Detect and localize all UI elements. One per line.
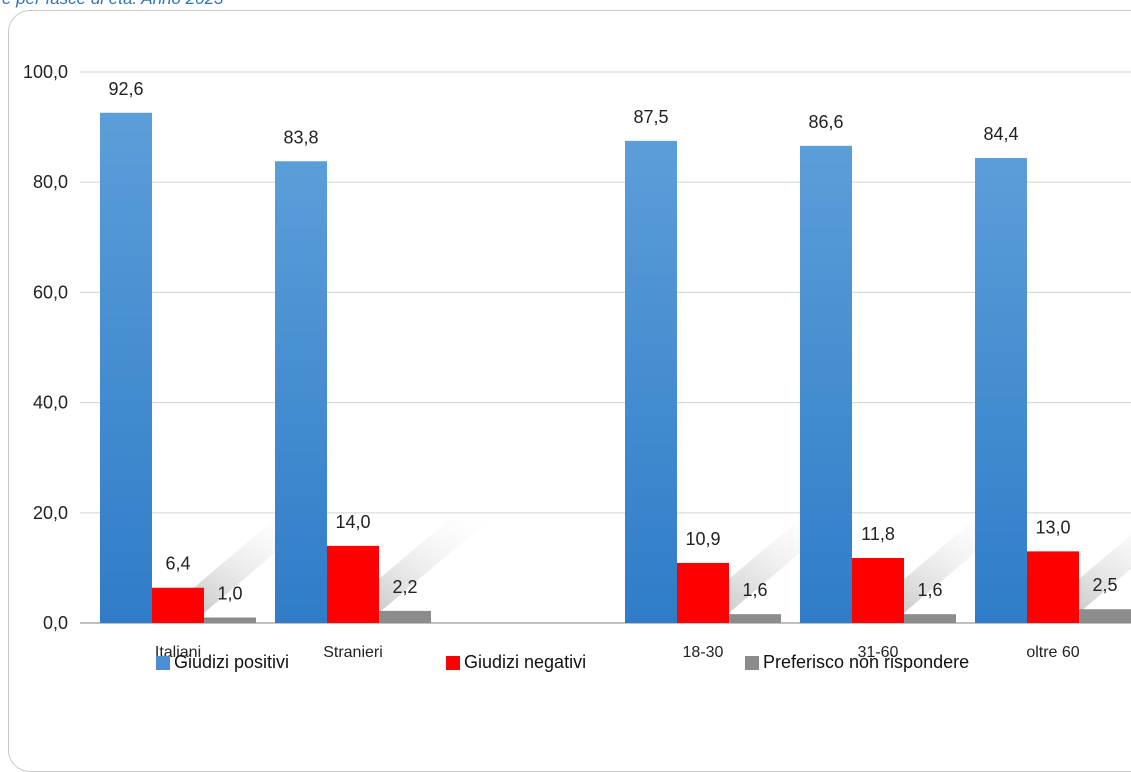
y-axis-ticks: 0,0 20,0 40,0 60,0 80,0 100,0: [23, 62, 68, 633]
bar-no-answer: [379, 610, 431, 623]
data-label: 10,9: [685, 529, 720, 549]
bar-negative: [327, 545, 379, 623]
data-label: 92,6: [108, 79, 143, 99]
data-labels: 92,6 6,4 1,0 83,8 14,0 2,2 87,5 10,9 1,6 86,6 11,8…: [108, 79, 1117, 604]
data-label: 87,5: [633, 107, 668, 127]
data-label: 2,5: [1092, 575, 1117, 595]
bar-no-answer: [729, 614, 781, 623]
data-label: 1,6: [742, 580, 767, 600]
legend-label-negative: Giudizi negativi: [464, 652, 587, 672]
y-tick-label: 100,0: [23, 62, 68, 82]
data-label: 86,6: [808, 112, 843, 132]
x-axis-ticks: Italiani Stranieri 18-30 31-60 oltre 60: [155, 644, 1080, 661]
legend-item-negative: Giudizi negativi: [446, 652, 586, 673]
legend-label-positive: Giudizi positivi: [174, 652, 290, 672]
legend-item-positive: Giudizi positivi: [156, 652, 289, 673]
legend-swatch-positive: [156, 655, 170, 670]
data-label: 11,8: [861, 524, 895, 544]
data-label: 1,0: [217, 583, 242, 603]
x-tick-label: oltre 60: [1026, 644, 1079, 661]
legend-label-no-answer: Preferisco non rispondere: [763, 652, 970, 672]
bar-no-answer: [904, 614, 956, 623]
bar-negative: [152, 587, 204, 623]
bar-negative: [677, 562, 729, 623]
y-tick-label: 60,0: [33, 282, 68, 302]
bar-positive: [275, 161, 327, 623]
bar-no-answer: [1079, 609, 1131, 623]
data-label: 13,0: [1035, 517, 1070, 537]
x-tick-label: 31-60: [858, 644, 899, 661]
data-label: 2,2: [392, 577, 417, 597]
bar-positive: [100, 112, 152, 624]
bar-positive: [625, 140, 677, 623]
legend-swatch-no-answer: [745, 655, 759, 670]
legend-item-no-answer: Preferisco non rispondere: [745, 652, 969, 673]
data-label: 83,8: [283, 127, 318, 147]
y-tick-label: 80,0: [33, 172, 68, 192]
data-label: 14,0: [335, 512, 370, 532]
bar-positive: [800, 145, 852, 624]
bar-negative: [1027, 551, 1079, 623]
bars: [100, 112, 1131, 624]
x-tick-label: Stranieri: [323, 644, 383, 661]
x-tick-label: 18-30: [683, 644, 724, 661]
chart-frame: [8, 10, 1131, 772]
chart-caption: e per fasce di età. Anno 2023: [2, 0, 223, 9]
y-tick-label: 0,0: [43, 613, 68, 633]
data-label: 1,6: [917, 580, 942, 600]
legend: Giudizi positivi Giudizi negativi Prefer…: [0, 652, 1131, 682]
data-label: 6,4: [165, 554, 190, 574]
bar-positive: [975, 157, 1027, 623]
y-tick-label: 20,0: [33, 503, 68, 523]
bar-no-answer: [204, 617, 256, 623]
data-label: 84,4: [983, 124, 1018, 144]
y-tick-label: 40,0: [33, 393, 68, 413]
bar-negative: [852, 557, 904, 623]
legend-swatch-negative: [446, 655, 460, 670]
